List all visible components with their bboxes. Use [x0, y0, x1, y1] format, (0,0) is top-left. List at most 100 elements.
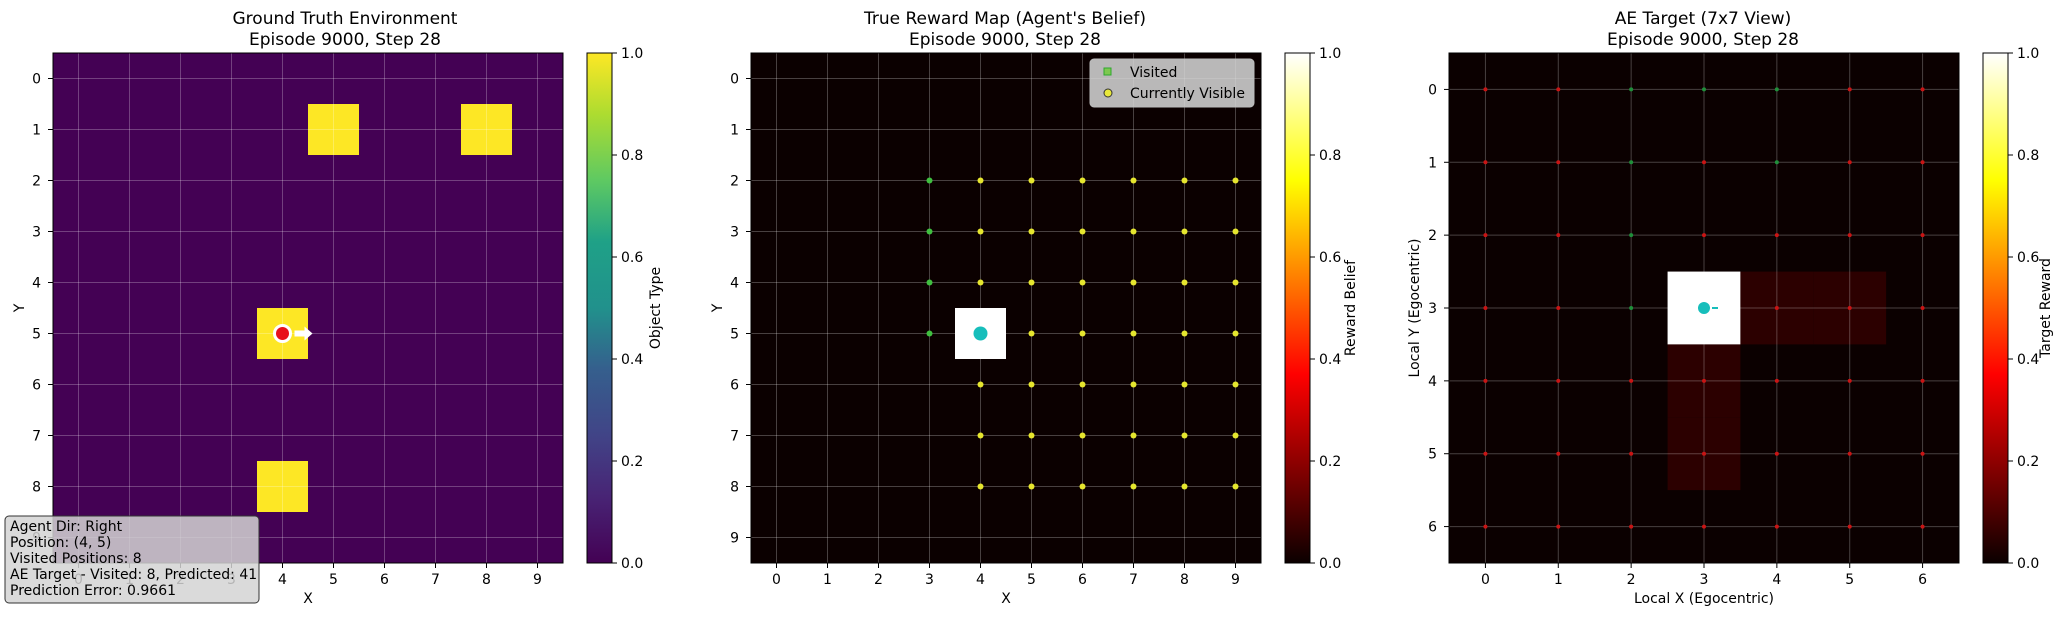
x-tick-label: 1: [823, 572, 832, 588]
x-tick-label: 4: [1772, 572, 1781, 588]
info-position: Position: (4, 5): [10, 535, 111, 551]
legend-visible-label: Currently Visible: [1130, 86, 1245, 102]
visible-point: [977, 228, 984, 235]
y-tick-label: 4: [1428, 374, 1437, 390]
info-ae-target: AE Target - Visited: 8, Predicted: 41: [10, 567, 257, 583]
x-tick-label: 3: [1700, 572, 1709, 588]
y-tick-label: 3: [1428, 301, 1437, 317]
egocentric-red-dot: [1702, 160, 1706, 165]
ground-truth-panel: Ground Truth Environment Episode 9000, S…: [12, 9, 664, 607]
legend: Visited Currently Visible: [1089, 58, 1255, 108]
visible-point: [1232, 177, 1239, 184]
colorbar-tick-label: 1.0: [1319, 46, 1341, 62]
colorbar-gradient: [1982, 52, 2009, 564]
visible-point: [1232, 483, 1239, 490]
y-tick-label: 1: [730, 123, 739, 139]
visible-point: [1028, 177, 1035, 184]
visited-point: [926, 279, 933, 286]
x-tick-label: 6: [380, 572, 389, 588]
visible-point: [1130, 432, 1137, 439]
visible-point: [1130, 279, 1137, 286]
colorbar-tick-label: 0.4: [1319, 352, 1341, 368]
y-tick-label: 8: [32, 480, 41, 496]
egocentric-red-dot: [1920, 233, 1925, 238]
colorbar-gradient: [586, 52, 613, 564]
y-tick-label: 2: [1428, 228, 1437, 244]
x-axis-label: X: [1001, 591, 1011, 607]
panel-subtitle: Episode 9000, Step 28: [909, 30, 1101, 50]
visible-point: [1181, 432, 1188, 439]
egocentric-red-dot: [1774, 378, 1779, 383]
egocentric-red-dot: [1702, 524, 1706, 529]
y-tick-label: 3: [730, 225, 739, 241]
heatmap-cell: [461, 104, 512, 155]
x-tick-label: 8: [482, 572, 491, 588]
egocentric-red-dot: [1629, 378, 1634, 383]
egocentric-red-dot: [1920, 451, 1925, 456]
visible-point: [1079, 483, 1086, 490]
y-tick-label: 7: [32, 429, 41, 445]
visited-point: [926, 228, 933, 235]
egocentric-red-dot: [1483, 306, 1488, 310]
y-axis-label: Y: [12, 303, 28, 313]
y-tick-label: 7: [730, 429, 739, 445]
colorbar-tick-label: 0.6: [621, 250, 643, 266]
egocentric-green-dot: [1629, 87, 1634, 92]
visible-point: [1028, 228, 1035, 235]
legend-visited-label: Visited: [1130, 65, 1177, 81]
y-tick-label: 5: [730, 327, 739, 343]
y-tick-label: 5: [1428, 447, 1437, 463]
colorbar-tick-label: 0.2: [621, 454, 643, 470]
visited-point: [926, 330, 933, 337]
egocentric-red-dot: [1774, 306, 1779, 310]
y-tick-label: 0: [1428, 82, 1437, 98]
egocentric-red-dot: [1702, 378, 1706, 383]
visible-point: [1181, 330, 1188, 337]
visible-point: [1028, 432, 1035, 439]
x-tick-label: 7: [1129, 572, 1138, 588]
colorbar-tick-label: 0.8: [621, 148, 643, 164]
egocentric-red-dot: [1920, 87, 1925, 92]
egocentric-green-dot: [1629, 233, 1634, 238]
egocentric-green-dot: [1774, 160, 1779, 165]
egocentric-green-dot: [1702, 87, 1706, 92]
y-tick-label: 1: [1428, 155, 1437, 171]
x-tick-label: 0: [1481, 572, 1490, 588]
egocentric-red-dot: [1556, 160, 1561, 165]
egocentric-red-dot: [1847, 160, 1852, 165]
panel-subtitle: Episode 9000, Step 28: [249, 30, 441, 50]
egocentric-red-dot: [1847, 378, 1852, 383]
x-tick-label: 2: [874, 572, 883, 588]
colorbar-label: Object Type: [648, 267, 664, 349]
egocentric-red-dot: [1702, 451, 1706, 456]
egocentric-red-dot: [1629, 524, 1634, 529]
panel-title: True Reward Map (Agent's Belief): [863, 9, 1146, 29]
y-tick-label: 6: [32, 378, 41, 394]
egocentric-green-dot: [1629, 160, 1634, 165]
agent-marker: [1698, 302, 1710, 314]
y-tick-label: 2: [32, 174, 41, 190]
visible-point: [1079, 330, 1086, 337]
colorbar-label: Target Reward: [2038, 258, 2054, 359]
heatmap-cell: [308, 104, 359, 155]
info-box-background: [4, 515, 260, 604]
egocentric-red-dot: [1702, 233, 1706, 238]
y-tick-label: 5: [32, 327, 41, 343]
visible-point: [1181, 228, 1188, 235]
agent-marker: [973, 326, 988, 341]
visited-point: [926, 177, 933, 184]
agent-marker: [273, 324, 292, 343]
visible-point: [977, 279, 984, 286]
colorbar-tick-label: 0.0: [2017, 556, 2039, 572]
x-axis-label: X: [303, 591, 313, 607]
ae-target-panel: AE Target (7x7 View) Episode 9000, Step …: [1407, 9, 2054, 607]
colorbar: 0.0 0.2 0.4 0.6 0.8 1.0 Object Type: [586, 46, 664, 572]
y-tick-label: 8: [730, 480, 739, 496]
egocentric-red-dot: [1556, 306, 1561, 310]
visible-point: [1079, 432, 1086, 439]
visible-point: [1232, 330, 1239, 337]
egocentric-red-dot: [1629, 451, 1634, 456]
egocentric-red-dot: [1483, 451, 1488, 456]
visible-point: [1130, 228, 1137, 235]
visible-point: [1232, 228, 1239, 235]
